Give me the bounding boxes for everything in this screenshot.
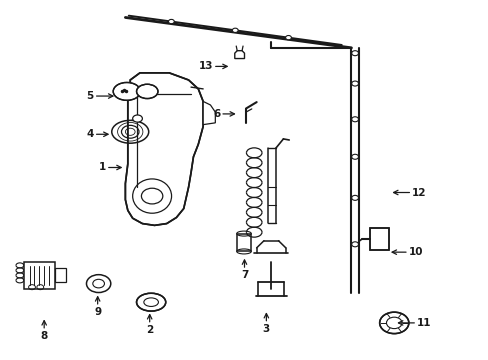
Ellipse shape (136, 293, 165, 311)
Text: 11: 11 (416, 318, 431, 328)
Text: 2: 2 (146, 325, 153, 335)
Bar (55, 268, 66, 282)
Bar (24, 262, 55, 289)
Circle shape (379, 312, 408, 334)
Text: 7: 7 (240, 270, 248, 280)
Text: 1: 1 (99, 162, 106, 172)
Polygon shape (203, 102, 215, 125)
Text: 12: 12 (411, 188, 426, 198)
Circle shape (285, 36, 291, 40)
Ellipse shape (113, 82, 140, 100)
Text: 3: 3 (262, 324, 269, 334)
Text: 5: 5 (86, 91, 94, 101)
Circle shape (232, 28, 238, 32)
Bar (369, 228, 388, 249)
Polygon shape (125, 73, 203, 225)
Text: 9: 9 (94, 307, 101, 317)
Text: 4: 4 (86, 129, 94, 139)
Circle shape (132, 115, 142, 122)
Text: 8: 8 (41, 331, 48, 341)
Text: 13: 13 (198, 62, 212, 71)
Bar (369, 228, 388, 249)
Text: 6: 6 (212, 109, 220, 119)
Ellipse shape (136, 84, 158, 99)
Bar (236, 234, 251, 251)
Text: 10: 10 (408, 247, 423, 257)
Circle shape (168, 19, 174, 24)
